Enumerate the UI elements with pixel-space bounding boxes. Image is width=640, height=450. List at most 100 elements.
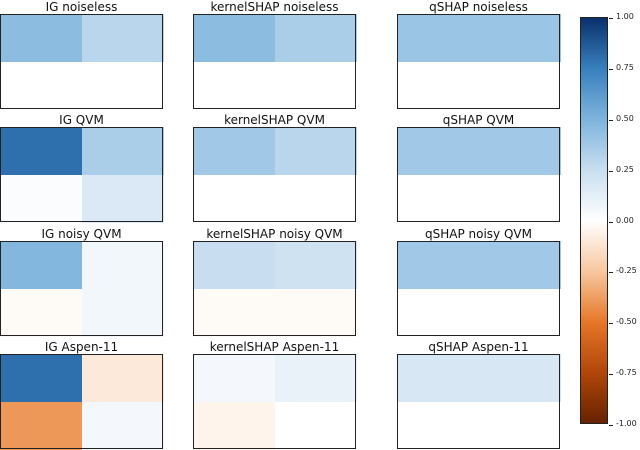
heatmap-cell [0,174,82,223]
heatmap-panel: IG noisy QVM [0,227,164,337]
heatmap-cell [397,354,479,402]
panel-title: IG noisy QVM [41,227,122,241]
heatmap-cell [397,288,479,337]
heatmap-cell [274,288,357,337]
heatmap-cell [81,288,164,337]
heatmap-cell [478,174,561,223]
heatmap-cell [193,354,275,402]
colorbar-tick [609,18,613,19]
colorbar-tick-label: -1.00 [616,419,637,428]
heatmap-panel: qSHAP noiseless [397,0,561,110]
heatmap-cell [478,401,561,450]
heatmap-cell [274,401,357,450]
panel-frame [0,241,163,336]
heatmap-cell [81,61,164,110]
heatmap-cell [0,127,82,175]
colorbar-tick [609,374,613,376]
heatmap-cell [274,14,357,62]
colorbar-tick [609,323,613,325]
colorbar-tick [609,68,613,70]
heatmap-panel: IG QVM [0,113,164,223]
heatmap-panel: kernelSHAP QVM [193,113,357,223]
colorbar-tick [609,119,613,121]
heatmap-cell [193,127,275,175]
colorbar-tick [609,272,613,274]
panel-frame [193,127,356,222]
heatmap-cell [193,288,275,337]
panel-frame [397,241,560,336]
heatmap-cell [81,401,164,450]
heatmap-cell [0,288,82,337]
heatmap-cell [274,61,357,110]
heatmap-cell [478,288,561,337]
panel-frame [193,354,356,449]
heatmap-cell [193,14,275,62]
heatmap-cell [193,61,275,110]
heatmap-cell [478,61,561,110]
panel-title: qSHAP noiseless [429,0,528,14]
colorbar-tick [609,170,613,172]
heatmap-grid: IG noiseless kernelSHAP noiseless qSHAP no… [0,0,561,450]
heatmap-cell [81,241,164,289]
panel-title: kernelSHAP noisy QVM [206,227,343,241]
heatmap-cell [0,61,82,110]
heatmap-cell [193,241,275,289]
colorbar-tick-label: -0.50 [616,317,637,327]
colorbar-tick [609,425,613,426]
heatmap-cell [81,354,164,402]
panel-title: kernelSHAP Aspen-11 [209,340,340,354]
colorbar-tick-label: 1.00 [616,12,634,21]
heatmap-panel: qSHAP QVM [397,113,561,223]
heatmap-cell [81,14,164,62]
heatmap-panel: kernelSHAP noisy QVM [193,227,357,337]
heatmap-cell [397,241,479,289]
heatmap-cell [81,174,164,223]
panel-frame [193,14,356,109]
panel-frame [397,127,560,222]
colorbar-tick-label: 0.50 [616,113,634,123]
heatmap-cell [478,354,561,402]
heatmap-cell [0,354,82,402]
colorbar-tick-label: 0.75 [616,62,634,72]
panel-title: qSHAP QVM [442,113,515,127]
heatmap-cell [81,127,164,175]
panel-frame [397,14,560,109]
panel-title: kernelSHAP noiseless [210,0,339,14]
heatmap-cell [397,401,479,450]
panel-frame [397,354,560,449]
heatmap-cell [397,127,479,175]
heatmap-panel: IG noiseless [0,0,164,110]
panel-title: IG noiseless [45,0,118,14]
heatmap-panel: qSHAP Aspen-11 [397,340,561,450]
heatmap-panel: kernelSHAP noiseless [193,0,357,110]
heatmap-cell [397,174,479,223]
heatmap-cell [0,401,82,450]
heatmap-panel: kernelSHAP Aspen-11 [193,340,357,450]
heatmap-cell [274,174,357,223]
panel-title: IG QVM [59,113,104,127]
heatmap-panel: qSHAP noisy QVM [397,227,561,337]
colorbar-tick-label: 0.25 [616,164,634,174]
heatmap-cell [193,401,275,450]
heatmap-cell [397,14,479,62]
heatmap-cell [0,14,82,62]
colorbar-tick-label: 0.00 [616,215,634,225]
heatmap-cell [193,174,275,223]
panel-frame [193,241,356,336]
panel-frame [0,127,163,222]
heatmap-cell [478,14,561,62]
panel-frame [0,14,163,109]
colorbar-tick-label: -0.25 [616,266,637,276]
panel-frame [0,354,163,449]
panel-title: kernelSHAP QVM [224,113,325,127]
colorbar-tick-label: -0.75 [616,368,637,378]
heatmap-cell [478,241,561,289]
heatmap-cell [274,241,357,289]
panel-title: qSHAP noisy QVM [425,227,532,241]
heatmap-cell [274,127,357,175]
panel-title: qSHAP Aspen-11 [428,340,529,354]
heatmap-panel: IG Aspen-11 [0,340,164,450]
panel-title: IG Aspen-11 [44,340,119,354]
colorbar [580,17,613,426]
heatmap-cell [274,354,357,402]
